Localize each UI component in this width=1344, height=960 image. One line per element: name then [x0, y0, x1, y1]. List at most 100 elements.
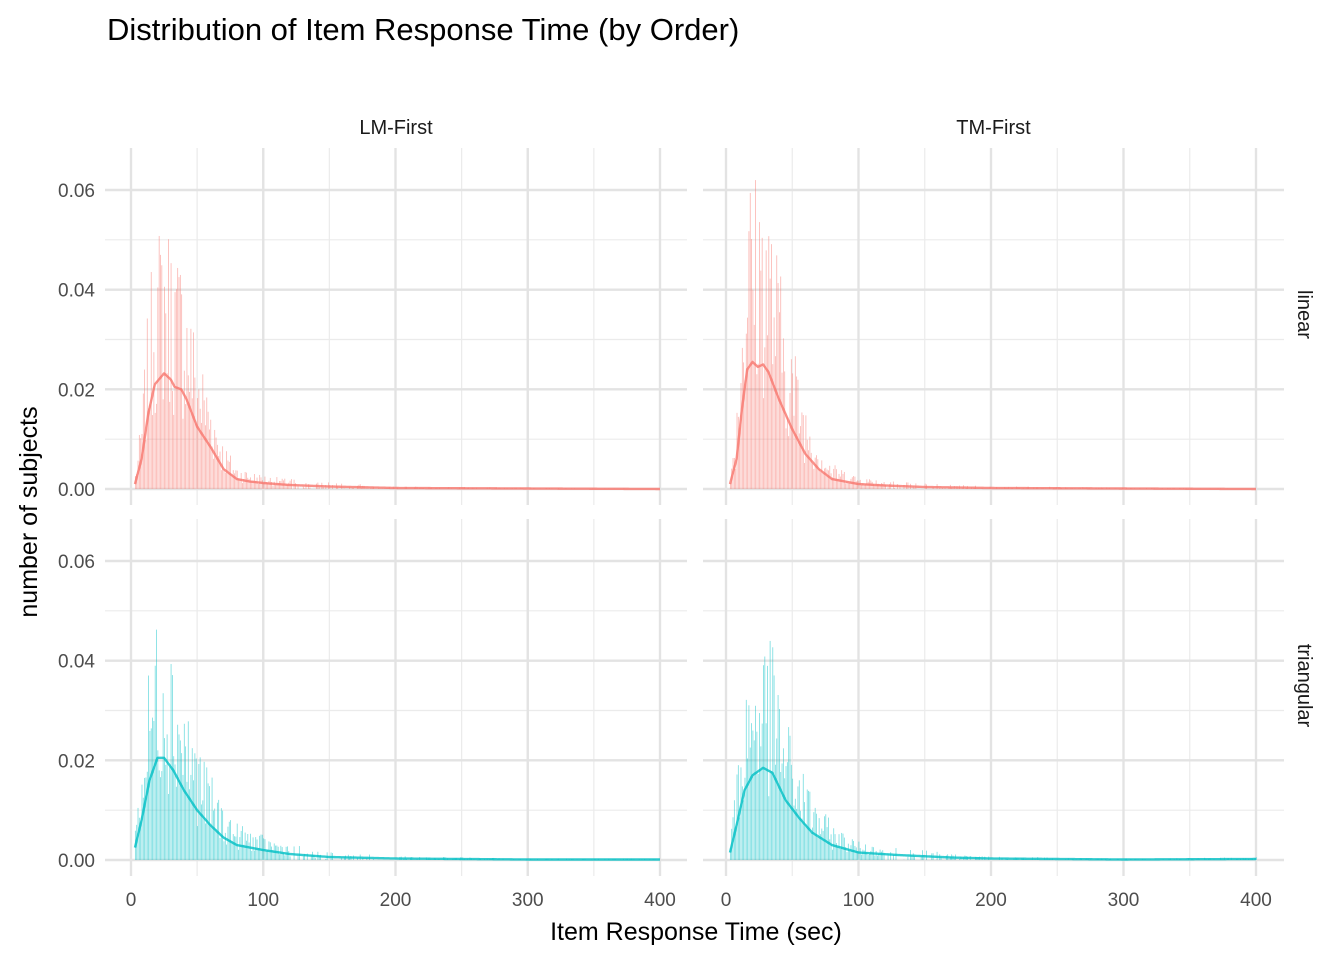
histogram-bar	[216, 444, 218, 489]
histogram-bar	[153, 720, 155, 860]
histogram-bar	[211, 777, 213, 860]
histogram-bar	[252, 480, 254, 489]
histogram-bar	[834, 465, 836, 489]
histogram-bar	[238, 849, 239, 860]
histogram-bar	[794, 356, 796, 489]
histogram-bar	[744, 777, 746, 860]
histogram-bar	[239, 479, 241, 489]
histogram-bar	[751, 723, 752, 860]
histogram-bar	[138, 434, 140, 489]
histogram-bar	[752, 730, 754, 860]
histogram-bar	[190, 774, 192, 860]
histogram-bar	[818, 468, 820, 489]
histogram-bar	[808, 450, 809, 489]
facet-panels	[105, 148, 1284, 876]
histogram-bar	[238, 478, 239, 489]
histogram-bar	[231, 841, 233, 860]
histogram-bar	[881, 851, 882, 860]
histogram-bar	[790, 359, 792, 489]
histogram-bar	[207, 411, 209, 489]
histogram-bar	[796, 376, 798, 489]
histogram-bar	[223, 841, 225, 860]
y-axis-title: number of subjects	[15, 406, 43, 617]
histogram-bar	[212, 458, 214, 489]
histogram-bar	[832, 477, 833, 489]
histogram-bar	[226, 844, 228, 860]
histogram-bar	[250, 477, 251, 489]
histogram-bar	[842, 833, 844, 860]
histogram-bar	[824, 816, 825, 860]
histogram-bar	[366, 488, 368, 489]
histogram-bar	[788, 727, 790, 860]
x-tick-label: 300	[1108, 890, 1140, 911]
histogram-bar	[370, 488, 372, 489]
histogram-bar	[865, 484, 866, 489]
histogram-bar	[820, 834, 821, 860]
histogram-bar	[729, 483, 731, 489]
histogram-bar	[784, 778, 786, 860]
histogram-bar	[845, 847, 847, 860]
histogram-bar	[318, 856, 320, 860]
histogram-bar	[740, 383, 742, 489]
histogram-bar	[894, 487, 896, 489]
histogram-bar	[203, 761, 205, 860]
histogram-bar	[863, 485, 865, 489]
histogram-bar	[816, 455, 817, 489]
histogram-bar	[739, 817, 741, 860]
histogram-bar	[177, 724, 179, 860]
histogram-bar	[212, 810, 214, 860]
histogram-bar	[189, 789, 190, 860]
histogram-bar	[148, 675, 149, 860]
histogram-bar	[792, 778, 794, 860]
histogram-bar	[741, 786, 743, 860]
histogram-bar	[820, 472, 821, 489]
histogram-bar	[776, 255, 778, 489]
density-curve	[133, 756, 660, 861]
histogram-bar	[322, 486, 324, 489]
facet-panel-tm-first-linear	[703, 148, 1284, 505]
histogram-bar	[861, 485, 862, 489]
histogram-bar	[186, 327, 188, 489]
histogram-bar	[146, 771, 148, 860]
histogram-bar	[261, 834, 263, 860]
histogram-bar	[145, 777, 147, 860]
histogram-bar	[777, 695, 779, 860]
histogram-bar	[195, 423, 197, 489]
histogram-bar	[769, 278, 771, 489]
histogram-bar	[298, 846, 300, 860]
histogram-bar	[353, 488, 354, 489]
histogram-bar	[907, 856, 909, 860]
histogram-bar	[202, 374, 204, 489]
histogram-bar	[789, 735, 791, 860]
histogram-bar	[166, 373, 168, 489]
histogram-bar	[351, 488, 353, 489]
column-strip-label: LM-First	[359, 117, 433, 139]
histogram-bar	[794, 798, 796, 860]
histogram-bar	[782, 338, 784, 489]
histogram-bar	[818, 818, 820, 860]
histogram-bar	[747, 317, 748, 489]
histogram-bar	[174, 292, 176, 489]
histogram-bar	[733, 457, 735, 489]
x-tick-label: 100	[843, 890, 875, 911]
histogram-bar	[877, 484, 878, 489]
histogram-bar	[887, 854, 889, 860]
histogram-bar	[224, 832, 226, 860]
histogram-bar	[268, 480, 270, 489]
histogram-bar	[755, 180, 756, 490]
histogram-bar	[251, 480, 253, 489]
histogram-bar	[743, 800, 745, 860]
x-axis-title: Item Response Time (sec)	[550, 918, 842, 946]
histogram-bar	[841, 832, 843, 860]
histogram-bar	[911, 855, 913, 860]
histogram-bar	[164, 738, 165, 860]
histogram-bar	[275, 484, 276, 489]
histogram-bar	[232, 834, 234, 860]
histogram-bar	[313, 854, 315, 860]
histogram-bar	[801, 818, 803, 860]
histogram-bar	[215, 437, 217, 489]
histogram-bar	[148, 408, 149, 489]
histogram-bar	[941, 488, 943, 489]
histogram-bar	[260, 834, 262, 860]
histogram-bar	[314, 857, 316, 860]
